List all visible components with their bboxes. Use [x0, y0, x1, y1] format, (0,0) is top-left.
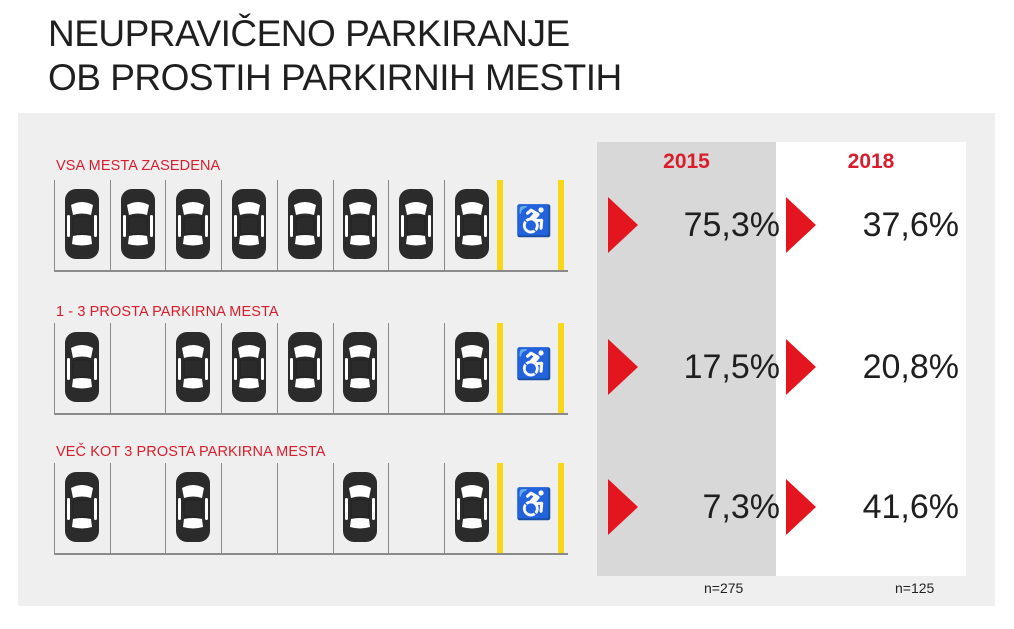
value-2018: 20,8% — [786, 339, 959, 395]
page-title: NEUPRAVIČENO PARKIRANJE OB PROSTIH PARKI… — [48, 12, 622, 100]
car-icon — [231, 331, 267, 403]
car-icon — [120, 188, 156, 260]
car-icon — [342, 188, 378, 260]
wheelchair-icon: ♿ — [515, 205, 553, 238]
slot-divider — [110, 180, 111, 272]
value-2015: 7,3% — [608, 479, 780, 535]
lot-baseline — [54, 553, 568, 555]
slot-divider — [388, 323, 389, 415]
value-label: 41,6% — [862, 487, 959, 526]
handicap-line-left — [497, 180, 503, 270]
wheelchair-icon: ♿ — [515, 348, 553, 381]
slot-divider — [444, 180, 445, 272]
row-label: VSA MESTA ZASEDENA — [56, 158, 221, 174]
title-line-2: OB PROSTIH PARKIRNIH MESTIH — [48, 57, 622, 98]
slot-divider — [54, 180, 55, 272]
slot-divider — [388, 463, 389, 555]
value-2015: 75,3% — [608, 197, 780, 253]
sample-size-2015: n=275 — [704, 580, 744, 596]
slot-divider — [444, 323, 445, 415]
slot-divider — [221, 463, 222, 555]
slot-divider — [221, 180, 222, 272]
car-icon — [64, 188, 100, 260]
arrow-icon — [786, 479, 816, 535]
value-label: 37,6% — [862, 205, 959, 244]
value-2018: 37,6% — [786, 197, 959, 253]
slot-divider — [165, 463, 166, 555]
car-icon — [454, 331, 490, 403]
car-icon — [231, 188, 267, 260]
year-2015-header: 2015 — [663, 150, 710, 173]
arrow-icon — [608, 479, 638, 535]
handicap-line-right — [558, 463, 564, 553]
wheelchair-icon: ♿ — [515, 488, 553, 521]
value-label: 20,8% — [862, 347, 959, 386]
sample-size-2018: n=125 — [895, 580, 935, 596]
arrow-icon — [786, 339, 816, 395]
car-icon — [342, 471, 378, 543]
slot-divider — [277, 463, 278, 555]
slot-divider — [388, 180, 389, 272]
slot-divider — [54, 323, 55, 415]
value-label: 75,3% — [683, 205, 780, 244]
car-icon — [287, 331, 323, 403]
handicap-line-right — [558, 323, 564, 413]
slot-divider — [165, 323, 166, 415]
row-label: 1 - 3 PROSTA PARKIRNA MESTA — [56, 304, 279, 320]
handicap-line-left — [497, 323, 503, 413]
value-label: 7,3% — [702, 487, 781, 526]
car-icon — [287, 188, 323, 260]
slot-divider — [277, 323, 278, 415]
car-icon — [175, 188, 211, 260]
car-icon — [398, 188, 434, 260]
slot-divider — [444, 463, 445, 555]
parking-lot-row: ♿ — [54, 463, 568, 555]
arrow-icon — [786, 197, 816, 253]
car-icon — [64, 331, 100, 403]
slot-divider — [333, 180, 334, 272]
arrow-icon — [608, 339, 638, 395]
slot-divider — [333, 463, 334, 555]
car-icon — [64, 471, 100, 543]
value-2018: 41,6% — [786, 479, 959, 535]
lot-baseline — [54, 270, 568, 272]
title-line-1: NEUPRAVIČENO PARKIRANJE — [48, 13, 570, 54]
car-icon — [175, 471, 211, 543]
parking-lot-row: ♿ — [54, 323, 568, 415]
value-label: 17,5% — [683, 347, 780, 386]
car-icon — [175, 331, 211, 403]
lot-baseline — [54, 413, 568, 415]
year-2018-header: 2018 — [847, 150, 895, 173]
row-label: VEČ KOT 3 PROSTA PARKIRNA MESTA — [56, 444, 326, 460]
value-2015: 17,5% — [608, 339, 780, 395]
slot-divider — [165, 180, 166, 272]
slot-divider — [221, 323, 222, 415]
parking-lot-row: ♿ — [54, 180, 568, 272]
slot-divider — [54, 463, 55, 555]
slot-divider — [333, 323, 334, 415]
arrow-icon — [608, 197, 638, 253]
car-icon — [342, 331, 378, 403]
slot-divider — [110, 463, 111, 555]
car-icon — [454, 471, 490, 543]
handicap-line-right — [558, 180, 564, 270]
slot-divider — [277, 180, 278, 272]
slot-divider — [110, 323, 111, 415]
car-icon — [454, 188, 490, 260]
handicap-line-left — [497, 463, 503, 553]
